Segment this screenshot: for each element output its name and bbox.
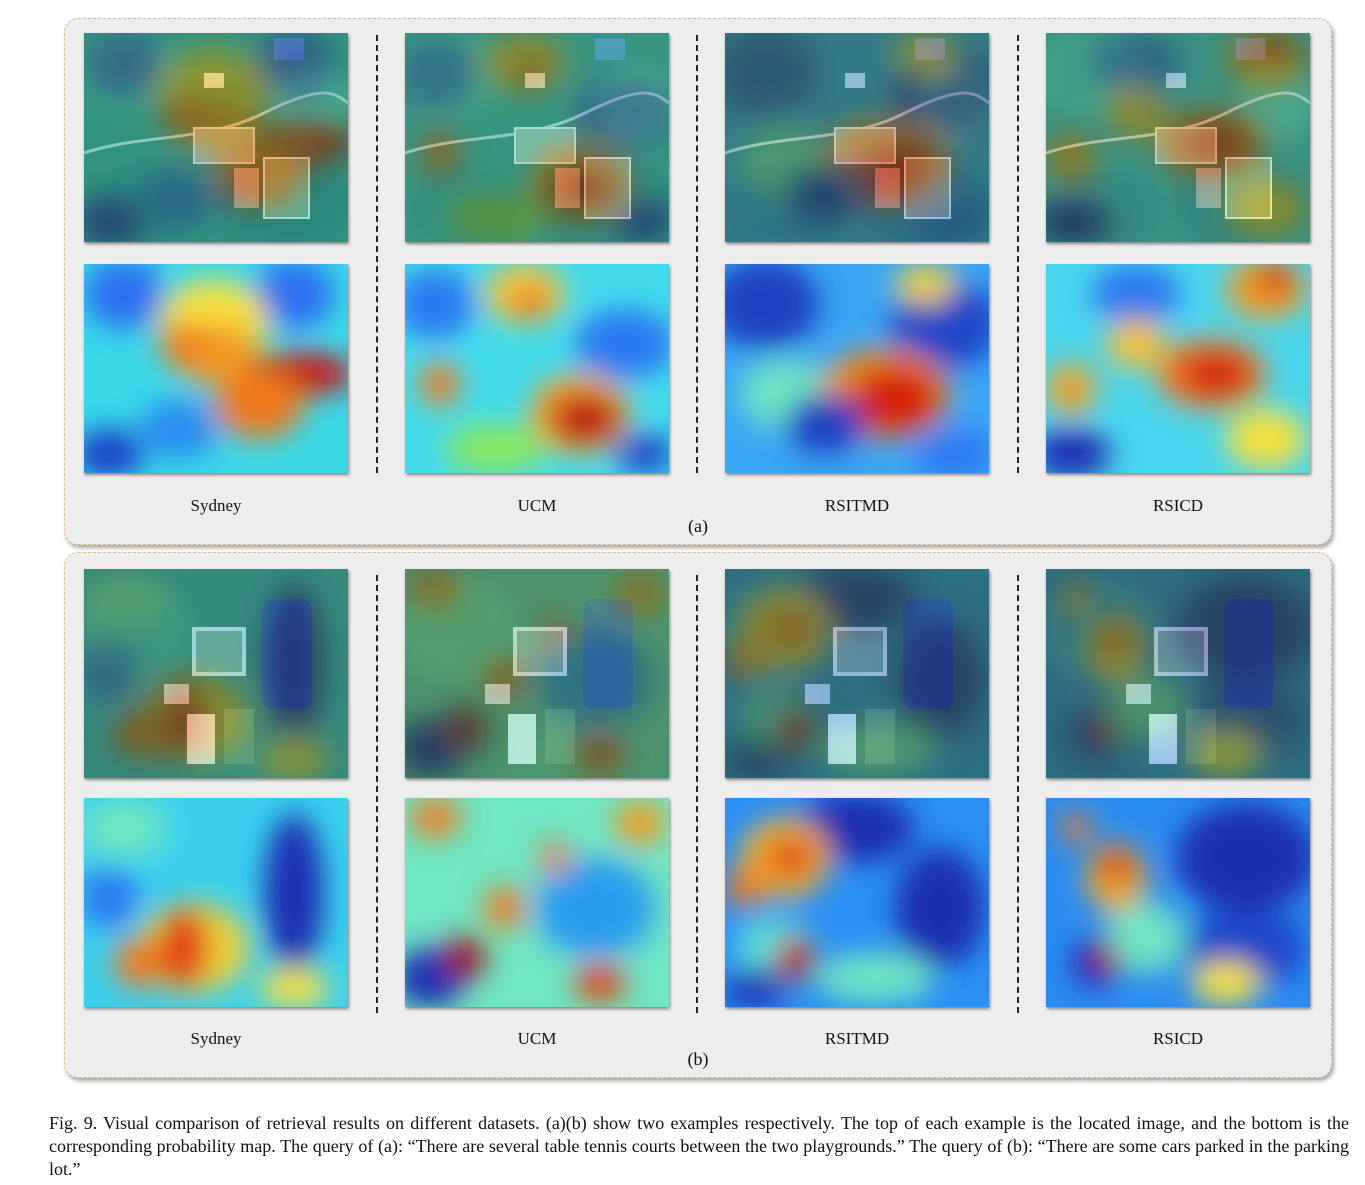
located-image-a-sydney bbox=[84, 33, 348, 242]
dataset-label-sydney: Sydney bbox=[190, 496, 242, 515]
dataset-label-ucm: UCM bbox=[517, 496, 557, 515]
dataset-label-rsitmd: RSITMD bbox=[824, 496, 890, 515]
located-image-b-sydney bbox=[84, 569, 348, 778]
probability-map-b-sydney bbox=[84, 798, 348, 1007]
dataset-label-sydney: Sydney bbox=[190, 1029, 242, 1048]
probability-map-a-ucm bbox=[405, 264, 669, 473]
probability-map-b-ucm bbox=[405, 798, 669, 1007]
located-image-b-rsitmd bbox=[725, 569, 989, 778]
probability-map-a-sydney bbox=[84, 264, 348, 473]
panel-label-b: (b) bbox=[687, 1049, 709, 1069]
dashed-separator bbox=[376, 35, 378, 473]
located-image-a-rsicd bbox=[1046, 33, 1310, 242]
located-image-a-ucm bbox=[405, 33, 669, 242]
dataset-label-ucm: UCM bbox=[517, 1029, 557, 1048]
dataset-label-rsicd: RSICD bbox=[1152, 1029, 1204, 1048]
located-image-a-rsitmd bbox=[725, 33, 989, 242]
dataset-label-rsitmd: RSITMD bbox=[824, 1029, 890, 1048]
dataset-label-rsicd: RSICD bbox=[1152, 496, 1204, 515]
panel-label-a: (a) bbox=[688, 516, 708, 536]
dashed-separator bbox=[696, 575, 698, 1013]
panel-b: Sydney UCM RSITMD RSICD (b) bbox=[64, 552, 1332, 1078]
located-image-b-ucm bbox=[405, 569, 669, 778]
probability-map-a-rsicd bbox=[1046, 264, 1310, 473]
figure-caption: Fig. 9. Visual comparison of retrieval r… bbox=[49, 1113, 1349, 1179]
probability-map-a-rsitmd bbox=[725, 264, 989, 473]
dashed-separator bbox=[1017, 35, 1019, 473]
dashed-separator bbox=[376, 575, 378, 1013]
probability-map-b-rsitmd bbox=[725, 798, 989, 1007]
dashed-separator bbox=[1017, 575, 1019, 1013]
probability-map-b-rsicd bbox=[1046, 798, 1310, 1007]
dashed-separator bbox=[696, 35, 698, 473]
located-image-b-rsicd bbox=[1046, 569, 1310, 778]
panel-a: Sydney UCM RSITMD RSICD (a) bbox=[64, 18, 1332, 545]
